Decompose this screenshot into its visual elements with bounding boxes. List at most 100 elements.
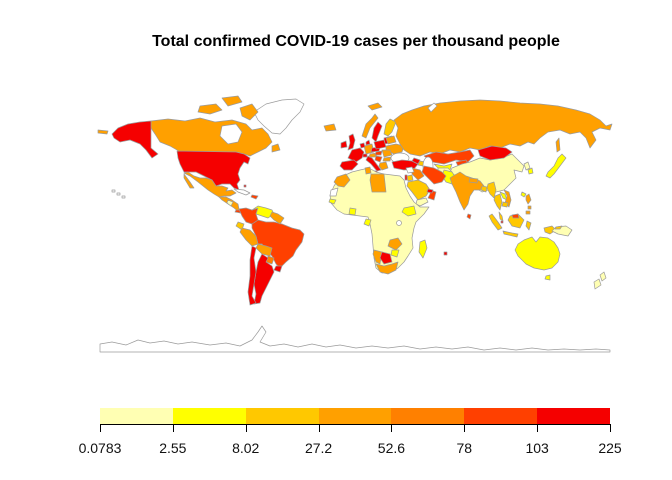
region-greece — [378, 161, 389, 171]
legend-tick — [100, 424, 101, 432]
region-hungary — [374, 150, 383, 156]
region-mexico — [183, 171, 237, 198]
region-north-korea — [523, 161, 531, 171]
region-russia — [393, 99, 613, 157]
region-canada-ellesmere — [221, 95, 243, 107]
region-antarctica — [99, 325, 611, 353]
region-bangladesh — [480, 185, 488, 193]
region-new-zealand-north — [599, 271, 607, 282]
region-singapore — [500, 220, 504, 224]
region-namibia — [372, 249, 383, 265]
region-svalbard — [367, 102, 383, 111]
region-papua-new-guinea — [551, 225, 573, 237]
legend-tick — [318, 424, 320, 432]
region-taiwan — [520, 191, 527, 198]
region-mongolia — [477, 145, 513, 161]
region-indonesia-papua — [543, 225, 557, 235]
region-bahamas — [243, 184, 247, 188]
region-nepal — [468, 177, 479, 184]
region-chile — [247, 245, 257, 306]
region-zimbabwe — [390, 249, 400, 258]
region-uk — [347, 133, 356, 151]
region-novaya-zemlya — [427, 102, 438, 113]
region-brunei — [511, 213, 520, 219]
legend-segment — [100, 408, 173, 424]
legend-tick — [464, 424, 466, 432]
region-poland — [373, 139, 387, 150]
region-kazakhstan — [423, 149, 475, 165]
region-canada-newfoundland — [271, 143, 281, 153]
legend-segment — [464, 408, 538, 424]
region-madagascar — [418, 239, 428, 259]
hawaii-islands — [111, 189, 126, 199]
region-libya — [369, 173, 387, 193]
region-australia — [514, 236, 561, 271]
legend-labels: 0.0783 2.55 8.02 27.2 52.6 78 103 225 — [79, 440, 622, 458]
region-spain — [339, 159, 359, 171]
region-denmark — [365, 139, 371, 146]
region-cuba — [233, 188, 251, 196]
region-canada — [150, 117, 273, 157]
region-israel — [404, 174, 408, 181]
region-france — [347, 147, 365, 163]
region-finland — [383, 118, 397, 137]
region-peru — [239, 227, 259, 247]
region-romania — [381, 149, 393, 158]
hudson-bay — [219, 123, 243, 145]
region-mexico-baja — [183, 173, 195, 189]
region-sakhalin — [555, 137, 561, 153]
region-tasmania — [544, 274, 551, 281]
region-png-patch — [554, 225, 563, 230]
region-balkans — [374, 155, 383, 163]
region-syria — [405, 166, 415, 174]
region-iraq — [411, 167, 425, 181]
region-indonesia-sumatra — [488, 213, 503, 231]
legend-tick-label: 225 — [598, 440, 622, 456]
region-hispaniola — [250, 194, 259, 200]
legend-bar — [100, 408, 611, 425]
legend-segment — [245, 408, 319, 424]
region-sweden — [371, 121, 383, 143]
region-canada-victoria-island — [197, 103, 223, 115]
region-philippines-mindanao — [525, 210, 531, 215]
region-tunisia — [364, 166, 372, 175]
region-yemen — [415, 197, 429, 207]
region-morocco — [333, 173, 351, 188]
legend-tick — [391, 424, 393, 432]
region-africa-other — [329, 167, 430, 274]
legend-tick-label: 0.0783 — [78, 440, 122, 456]
region-new-zealand-south — [593, 278, 602, 290]
region-south-korea — [527, 167, 534, 175]
region-saudi-arabia — [406, 179, 431, 201]
region-bulgaria — [382, 156, 392, 162]
region-ireland — [340, 140, 348, 149]
legend-tick-label: 103 — [525, 440, 549, 456]
legend-segment — [172, 408, 246, 424]
legend-tick — [610, 424, 611, 432]
region-indonesia-java — [502, 230, 519, 238]
region-mauritius — [443, 251, 448, 256]
region-jordan — [406, 174, 414, 182]
legend-tick — [172, 424, 174, 432]
region-alaska — [111, 120, 159, 159]
region-thailand — [493, 193, 503, 211]
region-ghana — [348, 207, 357, 216]
region-sri-lanka — [466, 213, 472, 220]
legend-tick-label: 8.02 — [232, 440, 260, 456]
legend-segment — [537, 408, 611, 424]
legend-tick-label: 52.6 — [377, 440, 406, 456]
region-myanmar — [486, 181, 497, 199]
region-colombia — [238, 207, 259, 225]
region-aleutians — [97, 129, 109, 135]
region-guyanas — [269, 211, 285, 225]
region-georgia-armenia — [411, 157, 421, 165]
legend-tick-label: 27.2 — [304, 440, 333, 456]
region-japan — [545, 153, 567, 179]
legend-ticks — [100, 424, 611, 432]
legend-segment — [391, 408, 465, 424]
region-switzerland — [362, 153, 368, 158]
region-western-sahara — [329, 187, 339, 197]
region-uruguay — [273, 265, 283, 273]
region-canada-baffin — [239, 103, 259, 121]
